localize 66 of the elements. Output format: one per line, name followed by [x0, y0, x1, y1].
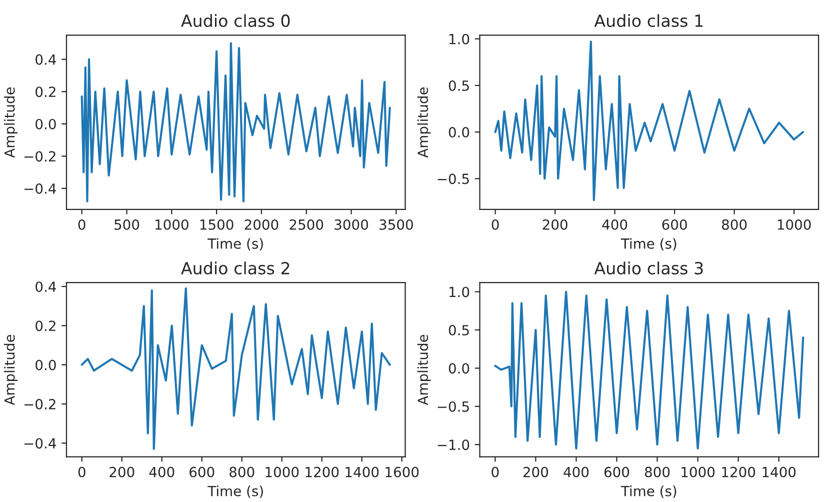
x-tick-label: 1000 — [778, 219, 811, 230]
chart-title: Audio class 1 — [594, 14, 703, 28]
x-tick-label: 0 — [78, 219, 86, 230]
line-series — [494, 40, 804, 202]
y-tick-label: 0.2 — [36, 320, 56, 332]
y-tick-label: −0.5 — [438, 174, 469, 184]
x-tick-label: 0 — [492, 466, 499, 478]
y-tick-label: 0.5 — [448, 324, 469, 336]
x-tick-label: 0 — [78, 466, 86, 478]
y-axis-title: Amplitude — [417, 334, 431, 406]
chart-title: Audio class 2 — [181, 262, 290, 274]
x-tick-label: 600 — [662, 219, 687, 230]
x-tick-label: 200 — [542, 219, 568, 230]
y-axis-title: Amplitude — [417, 87, 431, 158]
x-tick-label: 200 — [110, 466, 134, 478]
line-series — [80, 287, 391, 450]
y-tick-label: 0.5 — [448, 80, 469, 91]
y-tick-label: −0.4 — [24, 438, 56, 449]
y-tick-label: 0.0 — [36, 360, 56, 370]
x-tick-label: 1200 — [306, 466, 339, 478]
chart-title: Audio class 0 — [181, 14, 290, 28]
x-tick-label: 3000 — [334, 219, 368, 230]
y-tick-label: 0.0 — [36, 118, 56, 130]
y-tick-label: 0.4 — [36, 54, 56, 65]
y-tick-label: 1.0 — [449, 286, 470, 298]
x-tick-label: 1400 — [346, 466, 379, 478]
chart-title: Audio class 3 — [594, 262, 703, 274]
x-tick-label: 1000 — [266, 466, 299, 478]
x-tick-label: 1600 — [386, 466, 419, 478]
x-tick-label: 200 — [523, 466, 548, 478]
x-axis-title: Time (s) — [208, 238, 263, 250]
y-tick-label: 0.2 — [36, 86, 56, 98]
x-tick-label: 1400 — [762, 466, 796, 478]
line-series — [80, 42, 391, 202]
x-tick-label: 600 — [190, 466, 214, 478]
x-tick-label: 800 — [230, 466, 254, 478]
x-tick-label: 2500 — [290, 219, 324, 230]
x-tick-label: 400 — [149, 466, 174, 478]
x-tick-label: 400 — [564, 466, 589, 478]
y-axis-title: Amplitude — [4, 334, 18, 406]
x-tick-label: 500 — [114, 219, 140, 230]
x-tick-label: 400 — [602, 219, 628, 230]
y-tick-label: −1.0 — [438, 440, 470, 450]
x-tick-label: 1000 — [682, 466, 715, 478]
x-tick-label: 0 — [492, 219, 499, 230]
x-tick-label: 800 — [722, 219, 747, 230]
y-tick-label: −0.2 — [24, 151, 56, 162]
x-tick-label: 600 — [604, 466, 630, 478]
x-axis-title: Time (s) — [620, 238, 676, 250]
x-tick-label: 2000 — [244, 219, 278, 230]
x-axis-title: Time (s) — [208, 486, 263, 498]
y-tick-label: 1.0 — [449, 34, 470, 44]
y-tick-label: 0.4 — [36, 281, 56, 292]
y-tick-label: 0.0 — [448, 363, 470, 374]
y-tick-label: 0.0 — [448, 127, 470, 138]
line-series — [494, 290, 804, 450]
x-tick-label: 1500 — [200, 219, 234, 230]
x-tick-label: 800 — [644, 466, 670, 478]
x-axis-title: Time (s) — [620, 486, 676, 498]
x-tick-label: 1000 — [156, 219, 188, 230]
y-axis-title: Amplitude — [4, 87, 18, 158]
x-tick-label: 1200 — [722, 466, 756, 478]
x-tick-label: 3500 — [380, 219, 413, 230]
y-tick-label: −0.5 — [438, 401, 469, 412]
y-tick-label: −0.2 — [24, 398, 56, 410]
y-tick-label: −0.4 — [24, 183, 56, 194]
